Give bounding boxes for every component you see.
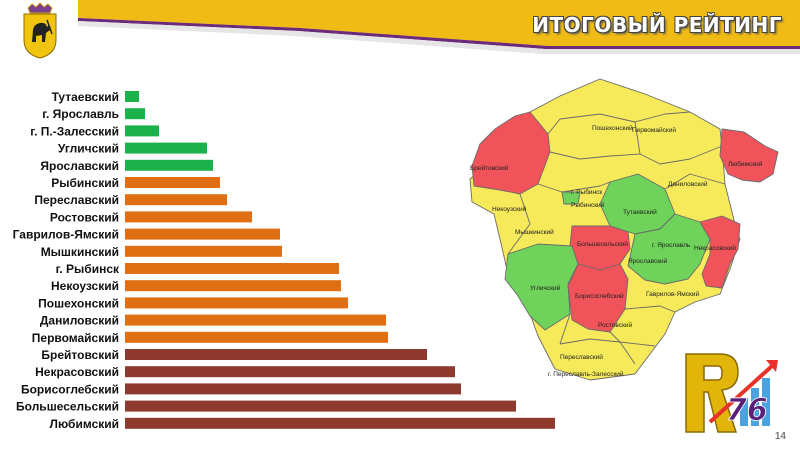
map-label: Угличский (530, 284, 561, 292)
map-label: Пошехонский (592, 124, 633, 132)
map-label: Даниловский (668, 180, 708, 188)
category-label: Борисоглебский (21, 382, 119, 396)
logo-arrow-icon (708, 364, 774, 424)
logo-bar-3 (762, 378, 770, 426)
category-labels-group: Тутаевский г. Ярославль г. П.-Залесский Угл… (13, 90, 120, 431)
page-number: 14 (774, 431, 786, 442)
bars-group (125, 91, 555, 429)
bar (125, 280, 341, 292)
bar (125, 331, 388, 343)
map-label: Некрасовский (694, 244, 736, 252)
bar (125, 263, 339, 274)
header-banner: ИТОГОВЫЙ РЕЙТИНГ (0, 0, 800, 62)
category-label: Некрасовский (35, 365, 119, 379)
map-region-breitovo (471, 111, 551, 195)
category-label: Переславский (34, 193, 119, 207)
map-label: Переславский (560, 353, 603, 361)
bar (125, 228, 280, 240)
bar (125, 142, 207, 154)
category-label: Гаврилов-Ямский (13, 228, 119, 242)
map-label: Большесельский (577, 240, 628, 248)
category-label: г. П.-Залесский (30, 124, 119, 138)
map-label: Рыбинский (571, 201, 605, 209)
bar (125, 314, 386, 326)
map-label: г. Ярославль (652, 242, 691, 249)
map-labels-group: Пошехонский Первомайский Брейтовский Любимс… (470, 124, 763, 378)
map-label: Борисоглебский (575, 292, 624, 300)
bar (125, 349, 427, 360)
logo-letter-r-icon (685, 353, 739, 433)
bar (125, 159, 213, 171)
category-label: Пошехонский (38, 296, 119, 310)
bar (125, 194, 227, 206)
map-label: Любимский (728, 160, 763, 168)
map-region-rybinsk-city (561, 191, 581, 205)
map-region-yaroslavl (627, 213, 711, 285)
bar (125, 177, 220, 188)
bar (125, 108, 145, 120)
category-label: Даниловский (40, 314, 119, 328)
category-label: Брейтовский (41, 348, 119, 362)
page-title: ИТОГОВЫЙ РЕЙТИНГ (532, 13, 782, 37)
r76-logo: 76 (685, 353, 778, 433)
category-label: Рыбинский (51, 176, 119, 190)
bar (125, 417, 555, 429)
bar (125, 383, 461, 395)
coat-of-arms-icon (23, 2, 57, 59)
category-label: Любимский (50, 417, 119, 431)
gold-band (78, 0, 800, 46)
category-label: Угличский (58, 142, 119, 156)
bar (125, 366, 455, 378)
grey-stripe (78, 21, 800, 54)
bar (125, 297, 348, 309)
logo-bar-1 (740, 398, 748, 426)
map-region-nekrasovskoe (699, 215, 741, 289)
map-label: Мышкинский (515, 228, 554, 236)
category-label: г. Ярославль (42, 107, 119, 121)
logo-number: 76 (726, 393, 768, 428)
map-label: Первомайский (632, 126, 676, 134)
category-label: Тутаевский (52, 90, 119, 104)
category-label: Ростовский (50, 210, 119, 224)
map-label: г. Переславль-Залесский (548, 370, 624, 378)
map-label: Некоузский (492, 205, 527, 213)
bar (125, 245, 282, 257)
map-region-borisoglebsky (567, 263, 629, 333)
bar (125, 211, 252, 223)
map-label: Ростовский (598, 321, 633, 329)
category-label: Мышкинский (41, 245, 119, 259)
category-label: Большесельский (16, 400, 119, 414)
bar (125, 125, 159, 137)
map-label: г. Рыбинск (571, 188, 602, 196)
map-label: Тутаевский (623, 208, 657, 216)
rating-bar-chart: Тутаевский г. Ярославль г. П.-Залесский Угл… (13, 90, 555, 431)
logo-arrow-head-icon (766, 360, 778, 372)
category-label: Некоузский (51, 279, 119, 293)
category-label: г. Рыбинск (56, 262, 120, 276)
category-label: Ярославский (40, 159, 119, 173)
map-label: Гаврилов-Ямский (646, 290, 699, 298)
logo-bar-2 (751, 388, 759, 426)
map-label: Брейтовский (470, 164, 509, 172)
category-label: Первомайский (32, 331, 119, 345)
region-map: Пошехонский Первомайский Брейтовский Любимс… (469, 78, 779, 381)
map-label: Ярославский (628, 257, 668, 265)
bar (125, 400, 516, 412)
bar (125, 91, 139, 102)
map-region-lyubim (719, 128, 779, 183)
header-graphic (78, 0, 800, 54)
